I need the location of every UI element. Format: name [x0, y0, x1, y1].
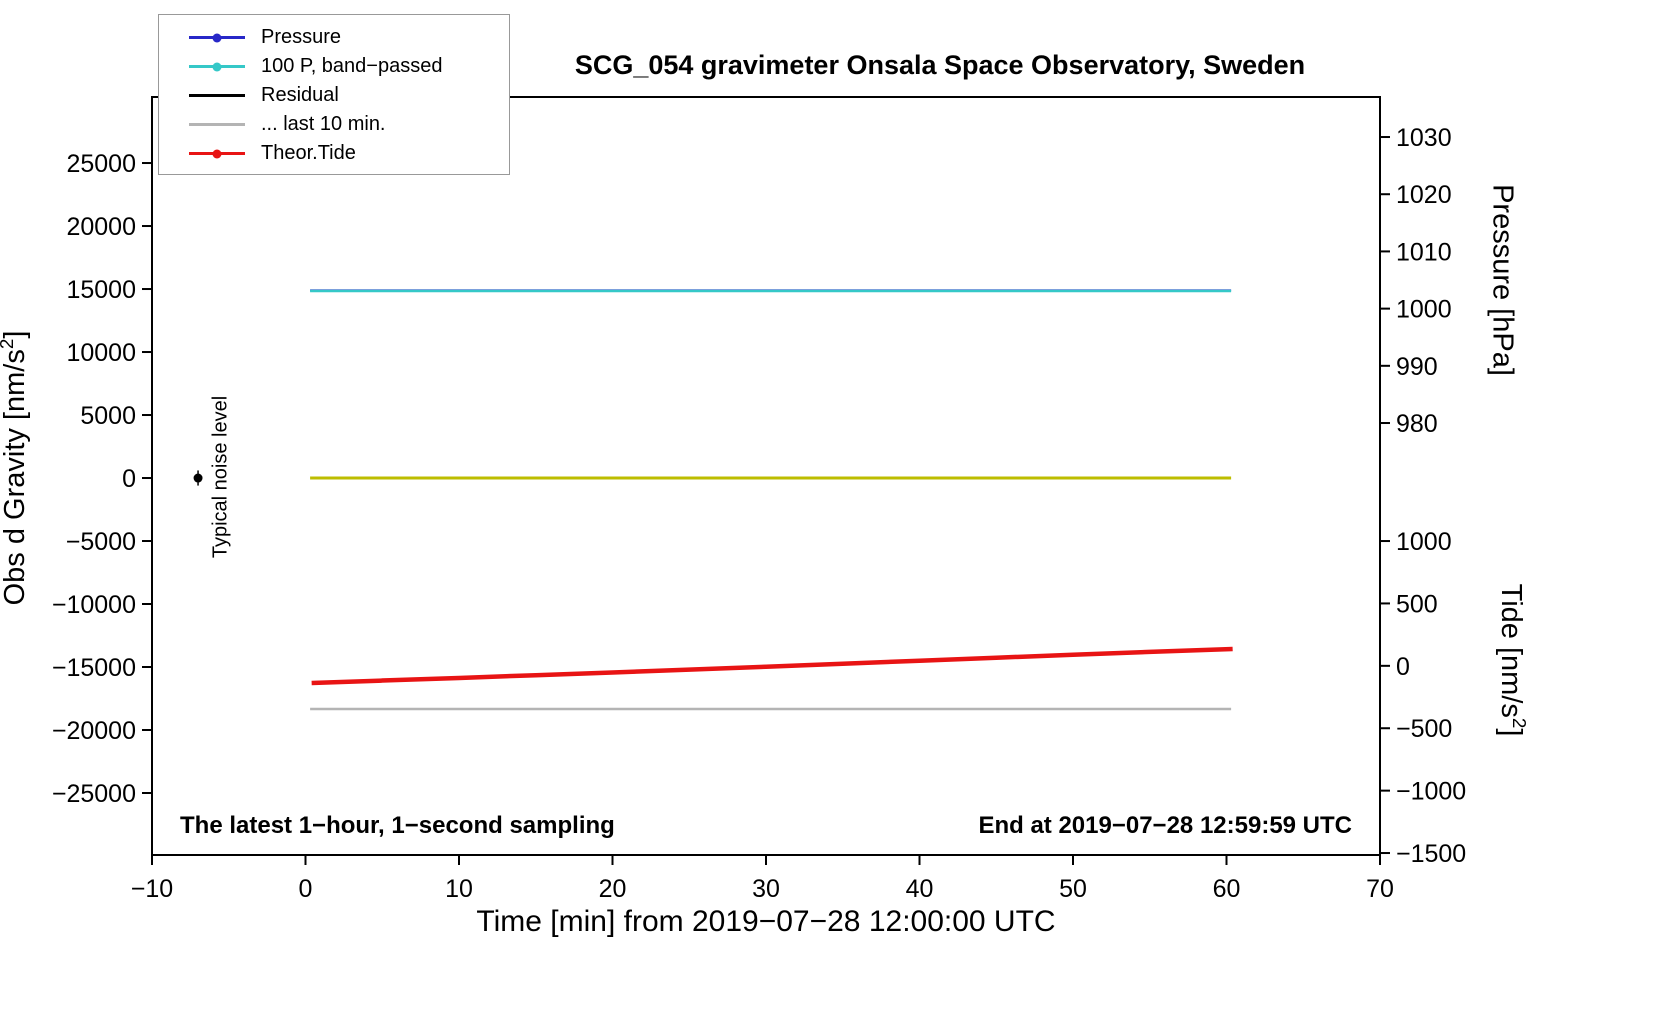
pressure-line-icon	[189, 32, 245, 43]
svg-text:1020: 1020	[1396, 181, 1452, 209]
svg-text:990: 990	[1396, 353, 1438, 381]
svg-text:−15000: −15000	[52, 654, 136, 682]
legend-item-bandpassed: 100 P, band−passed	[189, 52, 509, 81]
y-axis-label-gravity: Obs d Gravity [nm/s2]	[0, 330, 31, 606]
svg-text:15000: 15000	[66, 276, 136, 304]
x-axis-label: Time [min] from 2019−07−28 12:00:00 UTC	[476, 905, 1056, 938]
svg-text:500: 500	[1396, 590, 1438, 618]
svg-text:10: 10	[445, 875, 473, 903]
svg-text:70: 70	[1366, 875, 1394, 903]
svg-text:0: 0	[122, 465, 136, 493]
legend-label: Theor.Tide	[261, 142, 356, 164]
svg-text:−5000: −5000	[66, 528, 136, 556]
legend-item-residual: Residual	[189, 81, 509, 110]
legend-label: 100 P, band−passed	[261, 55, 443, 77]
svg-text:−1000: −1000	[1396, 778, 1466, 806]
svg-text:−10: −10	[131, 875, 173, 903]
svg-text:−1500: −1500	[1396, 840, 1466, 868]
svg-text:20000: 20000	[66, 213, 136, 241]
svg-text:0: 0	[299, 875, 313, 903]
sampling-note: The latest 1−hour, 1−second sampling	[180, 812, 615, 839]
svg-text:−500: −500	[1396, 715, 1452, 743]
svg-text:−25000: −25000	[52, 780, 136, 808]
theortide-line-icon	[189, 148, 245, 159]
svg-text:10000: 10000	[66, 339, 136, 367]
svg-text:−10000: −10000	[52, 591, 136, 619]
svg-text:1000: 1000	[1396, 296, 1452, 324]
legend-label: Residual	[261, 84, 339, 106]
end-time-note: End at 2019−07−28 12:59:59 UTC	[978, 812, 1352, 839]
bandpassed-line-icon	[189, 61, 245, 72]
svg-text:40: 40	[906, 875, 934, 903]
svg-text:0: 0	[1396, 653, 1410, 681]
chart-title: SCG_054 gravimeter Onsala Space Observat…	[574, 50, 1306, 80]
svg-text:980: 980	[1396, 410, 1438, 438]
svg-text:−20000: −20000	[52, 717, 136, 745]
svg-text:50: 50	[1059, 875, 1087, 903]
legend: Pressure 100 P, band−passed Residual ...…	[158, 14, 510, 175]
svg-text:30: 30	[752, 875, 780, 903]
legend-label: Pressure	[261, 26, 342, 48]
svg-text:1030: 1030	[1396, 124, 1452, 152]
svg-text:25000: 25000	[66, 150, 136, 178]
svg-text:1010: 1010	[1396, 238, 1452, 266]
legend-item-theortide: Theor.Tide	[189, 139, 509, 168]
svg-text:20: 20	[599, 875, 627, 903]
residual-line-icon	[189, 90, 245, 101]
svg-text:5000: 5000	[80, 402, 136, 430]
svg-text:60: 60	[1213, 875, 1241, 903]
noise-level-annotation: Typical noise level	[209, 395, 232, 559]
legend-label: ... last 10 min.	[261, 113, 386, 135]
svg-text:1000: 1000	[1396, 528, 1452, 556]
y-axis-label-pressure: Pressure [hPa]	[1486, 184, 1519, 376]
legend-item-last10min: ... last 10 min.	[189, 110, 509, 139]
last10min-line-icon	[189, 119, 245, 130]
y-axis-label-tide: Tide [nm/s2]	[1495, 583, 1530, 737]
legend-item-pressure: Pressure	[189, 23, 509, 52]
